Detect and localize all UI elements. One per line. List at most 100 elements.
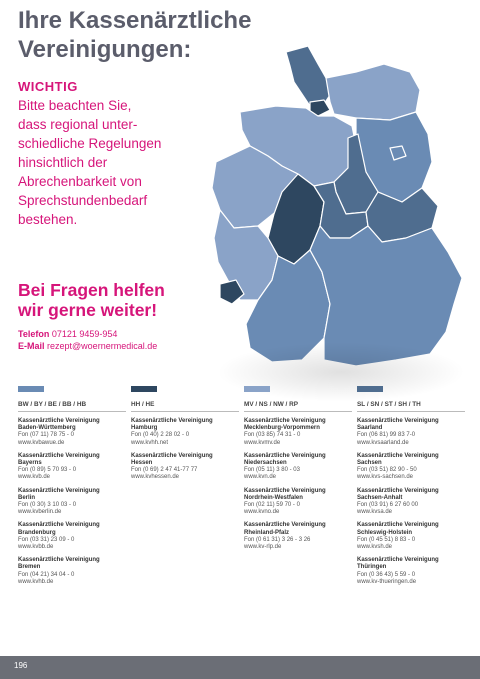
entry-website[interactable]: www.kvmv.de <box>244 439 281 446</box>
entry-name: Kassenärztliche Vereinigung <box>244 418 326 424</box>
entry-name: Kassenärztliche Vereinigung <box>357 418 439 424</box>
entry-website[interactable]: www.kvsaarland.de <box>357 439 409 446</box>
entry-phone: Fon (03 31) 23 09 - 0 <box>18 536 75 543</box>
entry-name: Kassenärztliche Vereinigung <box>357 522 439 529</box>
important-line: bestehen. <box>18 212 78 227</box>
column-sl-sn-st-sh-th: SL / SN / ST / SH / TH Kassenärztliche V… <box>357 386 465 586</box>
entry-name: Kassenärztliche Vereinigung <box>244 452 326 459</box>
list-item: Kassenärztliche Vereinigung Niedersachsen… <box>244 453 352 482</box>
entry-region: Mecklenburg-Vorpommern <box>244 425 320 432</box>
important-line: hinsichtlich der <box>18 155 108 170</box>
column-header: SL / SN / ST / SH / TH <box>357 401 465 412</box>
region-berlin <box>389 145 407 161</box>
entry-phone: Fon (0 45 51) 8 83 - 0 <box>357 536 416 543</box>
entry-website[interactable]: www.kvn.de <box>244 474 277 481</box>
region-schleswig-holstein <box>285 45 333 107</box>
phone-label: Telefon <box>18 329 50 339</box>
entry-region: Hessen <box>131 460 153 467</box>
entry-phone: Fon (07 11) 78 75 - 0 <box>18 432 74 439</box>
entry-phone: Fon (02 11) 59 70 - 0 <box>244 502 300 509</box>
column-header: HH / HE <box>131 401 239 412</box>
entry-region: Schleswig-Holstein <box>357 529 413 536</box>
entry-phone: Fon (0 30) 3 10 03 - 0 <box>18 502 77 509</box>
list-item: Kassenärztliche Vereinigung Brandenburg Fo… <box>18 522 126 551</box>
column-mv-ns-nw-rp: MV / NS / NW / RP Kassenärztliche Verein… <box>244 386 352 551</box>
entry-name: Kassenärztliche Vereinigung <box>357 487 439 494</box>
entry-website[interactable]: www.kvhb.de <box>18 578 54 585</box>
entry-name: Kassenärztliche Vereinigung <box>18 557 100 564</box>
entry-website[interactable]: www.kvsa.de <box>357 509 393 516</box>
page-title: Ihre Kassenärztliche Vereinigungen: <box>18 6 338 64</box>
entry-region: Saarland <box>357 425 383 432</box>
entry-website[interactable]: www.kv-rlp.de <box>244 544 282 551</box>
list-item: Kassenärztliche Vereinigung Hessen Fon (0 … <box>131 453 239 482</box>
column-header: MV / NS / NW / RP <box>244 401 352 412</box>
email-label: E-Mail <box>18 341 45 351</box>
entry-name: Kassenärztliche Vereinigung <box>18 452 100 459</box>
map-shadow <box>216 342 466 402</box>
entry-website[interactable]: www.kvbb.de <box>18 544 54 551</box>
contact-columns: BW / BY / BE / BB / HB Kassenärztliche V… <box>0 386 480 648</box>
cta-line: wir gerne weiter! <box>18 300 158 320</box>
list-item: Kassenärztliche Vereinigung Bremen Fon (04… <box>18 557 126 586</box>
important-heading: WICHTIG <box>18 79 78 94</box>
important-line: schiedliche Regelungen <box>18 136 162 151</box>
important-line: Sprechstundenbedarf <box>18 193 148 208</box>
email-address[interactable]: rezept@woernermedical.de <box>47 341 158 351</box>
entry-region: Nordrhein-Westfalen <box>244 494 303 501</box>
column-color-bar <box>18 386 44 392</box>
entry-region: Rheinland-Pfalz <box>244 529 290 536</box>
entry-phone: Fon (0 69) 2 47 41-77 77 <box>131 467 198 474</box>
entry-region: Hamburg <box>131 425 158 432</box>
list-item: Kassenärztliche Vereinigung Berlin Fon (0 … <box>18 488 126 517</box>
entry-phone: Fon (03 91) 6 27 60 00 <box>357 502 419 509</box>
important-line: Abrechenbarkeit von <box>18 174 142 189</box>
entry-name: Kassenärztliche Vereinigung <box>131 418 213 424</box>
contact-cta: Bei Fragen helfen wir gerne weiter! <box>18 280 248 320</box>
entry-phone: Fon (03 85) 74 31 - 0 <box>244 432 301 439</box>
entry-phone: Fon (04 21) 34 04 - 0 <box>18 571 75 578</box>
entry-phone: Fon (0 40) 2 28 02 - 0 <box>131 432 190 439</box>
entry-phone: Fon (0 36 43) 5 59 - 0 <box>357 571 416 578</box>
entry-phone: Fon (05 11) 3 80 - 03 <box>244 467 300 474</box>
list-item: Kassenärztliche Vereinigung Schleswig-Hol… <box>357 522 465 551</box>
entry-website[interactable]: www.kvb.de <box>18 474 51 481</box>
list-item: Kassenärztliche Vereinigung Rheinland-Pfa… <box>244 522 352 551</box>
entry-name: Kassenärztliche Vereinigung <box>244 522 326 529</box>
column-header: BW / BY / BE / BB / HB <box>18 401 126 412</box>
entry-website[interactable]: www.kvs-sachsen.de <box>357 474 414 481</box>
germany-map <box>206 42 476 402</box>
list-item: Kassenärztliche Vereinigung Saarland Fon (… <box>357 418 465 447</box>
column-color-bar <box>244 386 270 392</box>
entry-website[interactable]: www.kvhh.net <box>131 439 169 446</box>
entry-website[interactable]: www.kvhessen.de <box>131 474 180 481</box>
entry-phone: Fon (0 61 31) 3 26 - 3 26 <box>244 536 311 543</box>
list-item: Kassenärztliche Vereinigung Thüringen Fon … <box>357 557 465 586</box>
list-item: Kassenärztliche Vereinigung Sachsen Fon (0… <box>357 453 465 482</box>
entry-website[interactable]: www.kvno.de <box>244 509 280 516</box>
entry-website[interactable]: www.kv-thueringen.de <box>357 578 417 585</box>
column-bw-by-be-bb-hb: BW / BY / BE / BB / HB Kassenärztliche V… <box>18 386 126 586</box>
entry-phone: Fon (0 89) 5 70 93 - 0 <box>18 467 77 474</box>
entry-phone: Fon (03 51) 82 90 - 50 <box>357 467 417 474</box>
list-item: Kassenärztliche Vereinigung Hamburg Fon (0… <box>131 418 239 447</box>
entry-name: Kassenärztliche Vereinigung <box>131 452 213 459</box>
region-saarland <box>219 279 245 305</box>
entry-website[interactable]: www.kvbawue.de <box>18 439 65 446</box>
phone-number[interactable]: 07121 9459-954 <box>51 329 118 339</box>
entry-name: Kassenärztliche Vereinigung <box>18 522 100 529</box>
important-line: dass regional unter- <box>18 117 138 132</box>
cta-line: Bei Fragen helfen <box>18 280 165 300</box>
entry-region: Brandenburg <box>18 529 56 536</box>
column-hh-he: HH / HE Kassenärztliche Vereinigung Hambu… <box>131 386 239 482</box>
column-color-bar <box>131 386 157 392</box>
important-note: WICHTIG Bitte beachten Sie, dass regiona… <box>18 78 228 229</box>
page-footer: 196 <box>0 656 480 679</box>
entry-region: Thüringen <box>357 564 387 571</box>
entry-region: Sachsen <box>357 460 382 467</box>
list-item: Kassenärztliche Vereinigung Baden-Württem… <box>18 418 126 447</box>
list-item: Kassenärztliche Vereinigung Nordrhein-Wes… <box>244 488 352 517</box>
entry-website[interactable]: www.kvberlin.de <box>18 509 62 516</box>
list-item: Kassenärztliche Vereinigung Sachsen-Anhal… <box>357 488 465 517</box>
entry-website[interactable]: www.kvsh.de <box>357 544 393 551</box>
